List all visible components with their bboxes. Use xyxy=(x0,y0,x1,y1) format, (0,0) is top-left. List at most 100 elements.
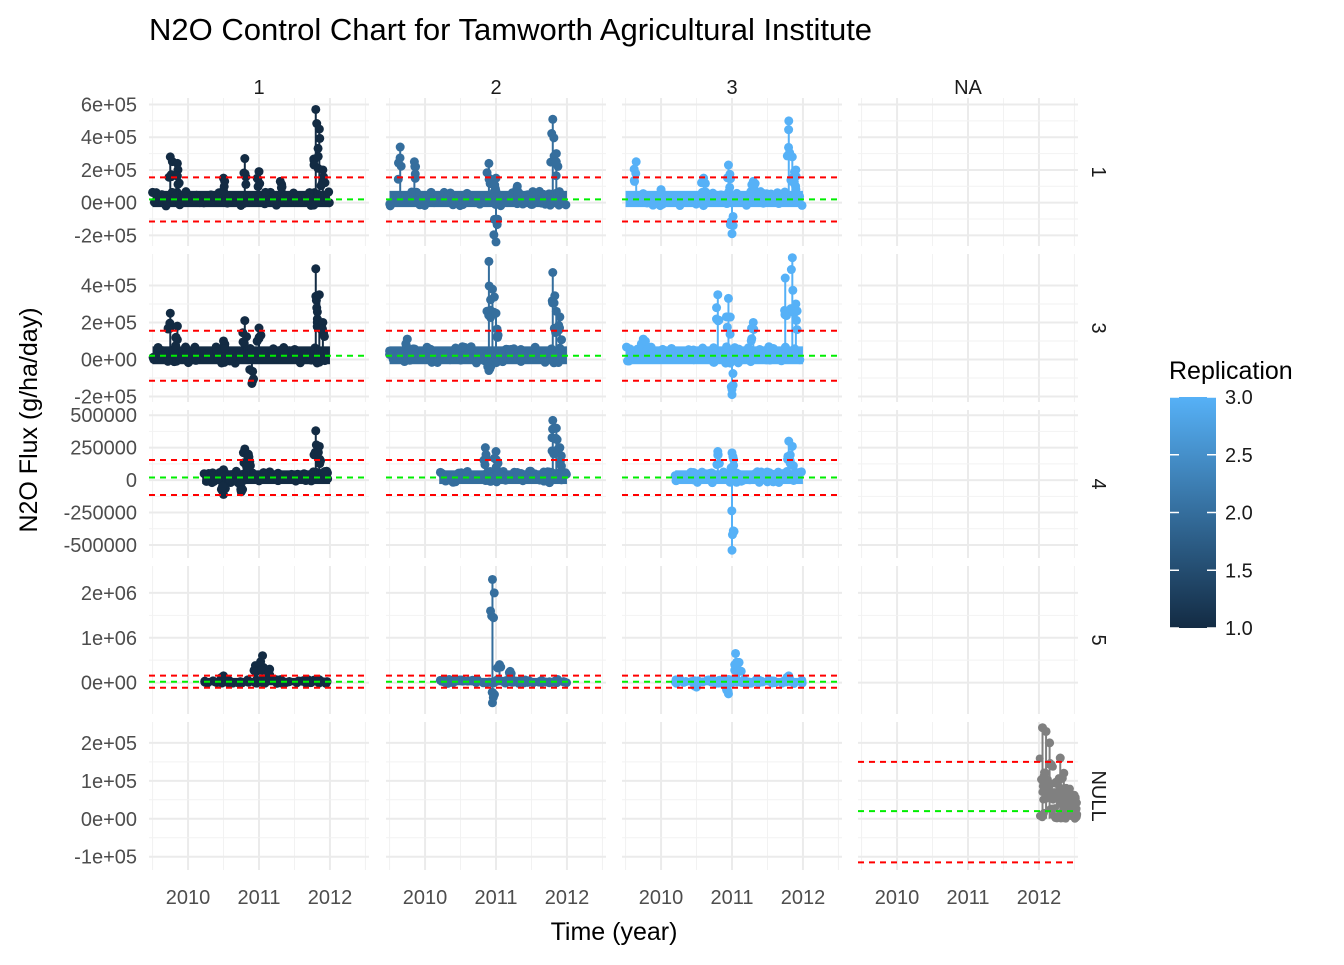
y-tick-label: 0e+00 xyxy=(81,673,137,695)
data-point xyxy=(313,151,323,161)
data-point xyxy=(219,181,229,191)
data-point xyxy=(556,451,566,461)
x-tick-label: 2011 xyxy=(946,887,989,909)
data-point xyxy=(640,336,650,346)
data-point xyxy=(742,200,752,210)
data-point xyxy=(734,666,744,676)
data-point xyxy=(708,357,718,367)
data-point xyxy=(484,158,494,168)
facet-panel xyxy=(622,566,842,714)
data-point xyxy=(1059,768,1069,778)
control-lines xyxy=(622,176,842,223)
data-point xyxy=(725,358,735,368)
y-tick-label: 1e+05 xyxy=(81,771,137,793)
data-point xyxy=(213,353,223,363)
data-point xyxy=(172,321,182,331)
data-point xyxy=(556,461,566,471)
data-point xyxy=(759,189,769,199)
control-lines xyxy=(149,458,369,497)
data-point xyxy=(471,358,481,368)
y-tick-label: 4e+05 xyxy=(81,275,137,297)
data-point xyxy=(163,324,173,334)
data-point xyxy=(485,364,495,374)
legend-tick-label: 1.5 xyxy=(1225,560,1253,582)
data-point xyxy=(484,256,494,266)
data-point xyxy=(172,158,182,168)
data-point xyxy=(491,447,501,457)
legend-tick-label: 2.0 xyxy=(1225,503,1253,525)
x-tick-label: 2011 xyxy=(237,887,280,909)
y-tick-label: 250000 xyxy=(70,438,137,460)
data-point xyxy=(313,447,323,457)
data-point xyxy=(713,290,723,300)
data-point xyxy=(172,171,182,181)
data-point xyxy=(491,308,501,318)
facet-row-label: 1 xyxy=(1087,166,1109,177)
control-lines xyxy=(622,458,842,497)
data-point xyxy=(489,453,499,463)
series-null xyxy=(1035,723,1082,823)
data-point xyxy=(284,676,294,686)
data-point xyxy=(254,334,264,344)
x-tick-label: 2012 xyxy=(1017,887,1062,909)
data-point xyxy=(787,253,797,263)
y-tick-label: 4e+05 xyxy=(81,127,137,149)
data-point xyxy=(480,460,490,470)
data-point xyxy=(512,467,522,477)
data-point xyxy=(190,342,200,352)
data-point xyxy=(533,472,543,482)
data-point xyxy=(713,450,723,460)
series-replication-3 xyxy=(670,436,806,555)
data-point xyxy=(622,342,632,352)
data-point xyxy=(245,365,255,375)
data-point xyxy=(256,657,266,667)
data-point xyxy=(1065,784,1074,793)
data-point xyxy=(300,675,310,685)
data-point xyxy=(240,154,250,164)
data-point xyxy=(712,303,722,313)
data-point xyxy=(538,189,548,199)
data-point xyxy=(727,385,737,395)
data-point xyxy=(791,299,801,309)
series-replication-3 xyxy=(625,116,807,239)
data-point xyxy=(385,199,395,209)
data-point xyxy=(183,358,193,368)
data-point xyxy=(432,357,442,367)
data-point xyxy=(777,472,787,482)
data-point xyxy=(786,265,796,275)
data-point xyxy=(551,434,561,444)
data-point xyxy=(258,347,268,357)
data-point xyxy=(385,349,395,359)
data-point xyxy=(241,471,251,481)
facet-panel xyxy=(149,254,369,402)
data-point xyxy=(551,171,561,181)
data-point xyxy=(395,153,405,163)
facet-panel xyxy=(858,410,1078,558)
data-point xyxy=(163,356,173,366)
data-point xyxy=(727,229,737,239)
data-point xyxy=(467,471,477,481)
data-point xyxy=(791,171,801,181)
data-point xyxy=(714,458,724,468)
data-point xyxy=(443,190,453,200)
data-point xyxy=(743,343,753,353)
facet-panel xyxy=(386,410,606,558)
data-point xyxy=(784,672,794,682)
series-replication-2 xyxy=(385,256,567,376)
data-point xyxy=(723,293,733,303)
x-tick-label: 2011 xyxy=(710,887,753,909)
data-point xyxy=(207,471,217,481)
data-point xyxy=(706,675,716,685)
data-point xyxy=(403,346,413,356)
data-point xyxy=(686,467,696,477)
data-point xyxy=(557,335,567,345)
data-point xyxy=(489,292,499,302)
data-point xyxy=(299,349,309,359)
control-lines xyxy=(149,329,369,382)
y-tick-label: 0 xyxy=(126,470,137,492)
data-point xyxy=(722,322,732,332)
data-point xyxy=(259,468,269,478)
y-tick-label: -2e+05 xyxy=(74,225,137,247)
data-point xyxy=(173,179,183,189)
